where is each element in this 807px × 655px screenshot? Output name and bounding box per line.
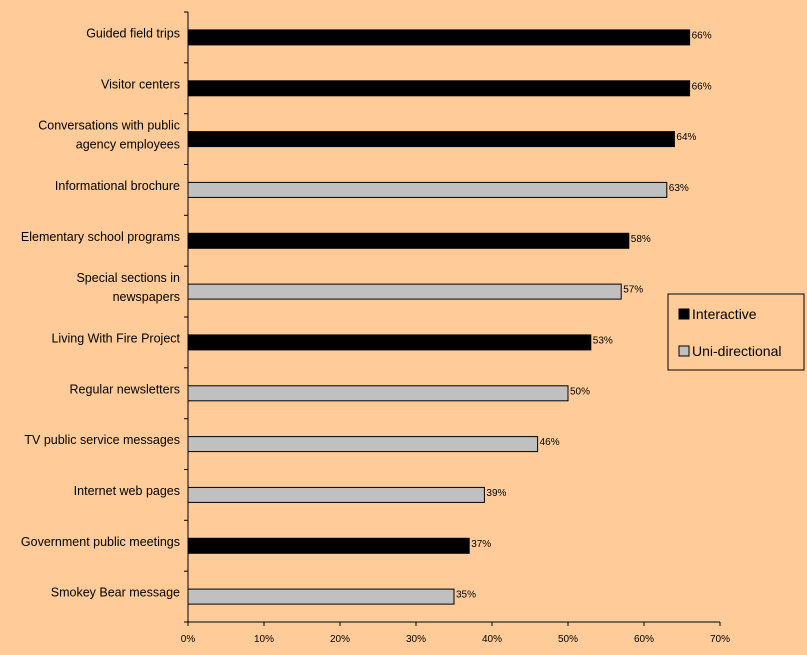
value-label-0: 66% [692,30,712,41]
bar-interactive-10 [187,537,470,554]
category-label-6: Living With Fire Project [51,331,180,345]
legend-label-uni-directional: Uni-directional [692,343,781,359]
value-label-10: 37% [471,539,491,550]
legend-box [667,293,805,371]
category-label-4: Elementary school programs [21,230,180,244]
bar-interactive-0 [187,29,691,46]
legend-label-interactive: Interactive [692,306,757,322]
value-label-2: 64% [676,132,696,143]
axes-layer: 0% 10% 20% 30% 40% 50% 60% 70% [181,11,730,645]
bar-uni-directional-8 [187,436,539,453]
value-label-3: 63% [669,183,689,194]
legend-swatch-uni-directional [678,345,690,357]
category-label-3: Informational brochure [55,179,180,193]
category-label-1: Visitor centers [101,77,180,91]
category-label-5-line-1: newspapers [113,290,180,304]
category-label-2-line-0: Conversations with public [38,119,180,133]
legend: Interactive Uni-directional [667,293,805,371]
category-label-2-line-1: agency employees [76,138,180,152]
bar-interactive-1 [187,80,691,97]
bar-interactive-2 [187,131,675,148]
bar-uni-directional-9 [187,486,485,503]
x-tick-label-6: 60% [634,634,654,645]
category-label-7: Regular newsletters [70,382,180,396]
value-label-8: 46% [540,437,560,448]
x-tick-label-7: 70% [710,634,730,645]
category-label-10: Government public meetings [21,535,180,549]
category-label-11: Smokey Bear message [51,586,180,600]
value-label-11: 35% [456,590,476,601]
value-label-6: 53% [593,335,613,346]
bar-uni-directional-11 [187,588,455,605]
category-label-9: Internet web pages [74,484,180,498]
category-label-8: TV public service messages [24,433,180,447]
category-label-5-line-0: Special sections in [76,271,180,285]
bar-uni-directional-3 [187,181,668,198]
value-label-5: 57% [623,285,643,296]
value-label-9: 39% [486,488,506,499]
value-label-1: 66% [692,81,712,92]
x-tick-label-3: 30% [406,634,426,645]
x-tick-label-1: 10% [254,634,274,645]
x-tick-label-4: 40% [482,634,502,645]
bar-interactive-6 [187,334,592,351]
x-tick-label-0: 0% [181,634,196,645]
x-tick-label-5: 50% [558,634,578,645]
category-label-0: Guided field trips [86,26,180,40]
x-tick-label-2: 20% [330,634,350,645]
bar-uni-directional-7 [187,385,569,402]
bars-layer [187,29,691,605]
bar-interactive-4 [187,232,630,249]
labels-layer: 66% 66% 64% 58% 53% 37% 63% 57% 50% 46% 39% 35% Guid… [21,26,712,600]
value-label-7: 50% [570,386,590,397]
bar-uni-directional-5 [187,283,622,300]
value-label-4: 58% [631,234,651,245]
legend-swatch-interactive [678,308,690,320]
